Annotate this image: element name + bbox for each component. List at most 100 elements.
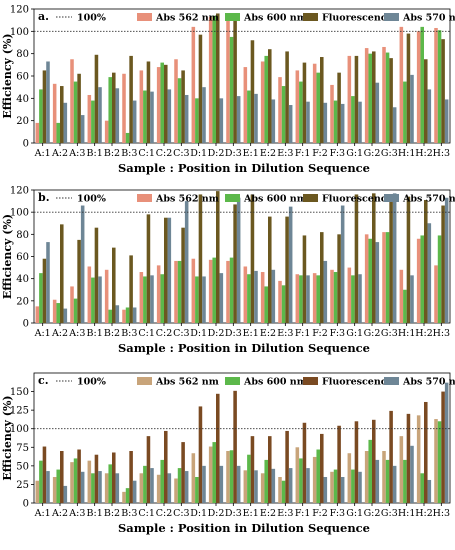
- bar-fluorescence-D1: [198, 406, 203, 503]
- bar-abs-562-nm-A2: [52, 83, 57, 143]
- bar-abs-562-nm-C3: [174, 260, 178, 323]
- bar-fluorescence-D2: [216, 191, 220, 323]
- x-tick-label: E:2: [260, 508, 276, 519]
- panel-label: a.: [38, 10, 49, 23]
- bar-abs-570-nm-D2: [219, 465, 224, 503]
- bar-abs-562-nm-A3: [70, 59, 74, 143]
- bar-fluorescence-H1: [406, 196, 411, 323]
- bar-abs-562-nm-B3: [122, 73, 126, 143]
- legend-label: Fluorescence: [322, 194, 393, 205]
- bar-abs-562-nm-B3: [122, 491, 126, 503]
- bar-abs-570-nm-H2: [427, 479, 432, 503]
- x-tick-label: G:1: [346, 508, 363, 519]
- x-tick-label: A:1: [34, 508, 51, 519]
- x-tick-label: G:2: [364, 148, 381, 159]
- bar-abs-570-nm-C2: [167, 217, 172, 323]
- x-tick-label: F:2: [312, 508, 328, 519]
- bar-abs-570-nm-G3: [392, 107, 397, 143]
- x-tick-label: C:1: [138, 148, 155, 159]
- bar-fluorescence-A3: [77, 449, 81, 503]
- bar-abs-562-nm-H3: [434, 265, 438, 323]
- bar-abs-562-nm-C1: [139, 473, 144, 503]
- x-tick-label: H:1: [398, 328, 416, 339]
- bar-fluorescence-F1: [302, 62, 307, 143]
- bar-abs-562-nm-H1: [399, 26, 404, 143]
- bar-abs-570-nm-E3: [288, 206, 293, 324]
- legend-swatch-abs-600-nm: [225, 377, 240, 385]
- y-tick-label: 60: [16, 252, 29, 263]
- bar-abs-562-nm-G2: [364, 451, 369, 503]
- bar-abs-600-nm-D2: [212, 442, 216, 503]
- bar-abs-600-nm-G2: [368, 53, 372, 143]
- bar-abs-600-nm-G1: [351, 275, 355, 323]
- x-axis-label: Sample : Position in Dilution Sequence: [118, 521, 370, 535]
- bar-fluorescence-B2: [112, 452, 116, 503]
- bar-abs-570-nm-E1: [254, 93, 258, 143]
- x-tick-label: G:1: [346, 148, 363, 159]
- bar-fluorescence-F3: [337, 425, 341, 503]
- bar-fluorescence-C2: [164, 430, 168, 503]
- bar-abs-562-nm-B1: [87, 266, 92, 323]
- x-tick-label: B:2: [104, 508, 120, 519]
- panel-label: c.: [38, 374, 49, 387]
- x-tick-label: H:2: [415, 328, 433, 339]
- x-tick-label: E:2: [260, 328, 276, 339]
- bar-abs-600-nm-H2: [420, 235, 424, 323]
- bar-abs-562-nm-C2: [156, 67, 161, 143]
- bar-abs-562-nm-E2: [260, 272, 265, 323]
- bar-abs-570-nm-G1: [358, 101, 362, 143]
- bar-abs-570-nm-D2: [219, 273, 224, 324]
- x-axis-label: Sample : Position in Dilution Sequence: [118, 341, 370, 355]
- bar-abs-562-nm-C1: [139, 272, 144, 323]
- x-tick-label: H:3: [433, 508, 451, 519]
- bar-abs-562-nm-C2: [156, 265, 161, 323]
- bar-fluorescence-H2: [424, 199, 428, 323]
- x-tick-label: E:3: [277, 328, 293, 339]
- x-tick-label: A:1: [34, 328, 51, 339]
- bar-abs-600-nm-C1: [143, 90, 147, 143]
- y-tick-label: 60: [16, 72, 29, 83]
- bar-abs-562-nm-F3: [330, 471, 334, 503]
- x-tick-label: A:2: [51, 148, 68, 159]
- bar-abs-562-nm-B3: [122, 309, 126, 323]
- bar-abs-562-nm-C3: [174, 59, 178, 143]
- x-tick-label: H:2: [415, 508, 433, 519]
- bar-fluorescence-H2: [424, 401, 428, 503]
- bar-abs-570-nm-H2: [427, 89, 432, 143]
- bar-abs-600-nm-E2: [264, 286, 268, 323]
- x-tick-label: H:3: [433, 148, 451, 159]
- bar-abs-600-nm-F3: [333, 100, 338, 143]
- x-tick-label: E:3: [277, 508, 293, 519]
- bar-abs-562-nm-D2: [208, 16, 213, 143]
- bar-abs-562-nm-D3: [226, 451, 230, 503]
- legend-swatch-abs-600-nm: [225, 13, 240, 21]
- bar-abs-562-nm-E1: [243, 67, 248, 143]
- legend-label: 100%: [77, 377, 106, 388]
- bar-fluorescence-C1: [146, 61, 151, 144]
- legend-label: Abs 570 nm: [402, 377, 455, 388]
- x-tick-label: D:1: [190, 508, 207, 519]
- bar-abs-562-nm-G1: [347, 267, 352, 323]
- legend-swatch-abs-570-nm: [384, 377, 399, 385]
- bar-abs-570-nm-H1: [410, 74, 414, 143]
- bar-abs-570-nm-H2: [427, 223, 432, 323]
- bar-fluorescence-G2: [372, 51, 376, 143]
- bar-fluorescence-G1: [354, 421, 359, 503]
- bar-abs-600-nm-B1: [91, 100, 95, 143]
- bar-abs-600-nm-C2: [160, 274, 164, 323]
- bar-abs-600-nm-G3: [385, 52, 390, 143]
- bar-abs-570-nm-F3: [340, 103, 345, 143]
- bar-abs-570-nm-E3: [288, 105, 293, 143]
- legend-swatch-abs-600-nm: [225, 194, 240, 202]
- bar-fluorescence-G3: [389, 410, 393, 503]
- x-tick-label: A:3: [68, 148, 85, 159]
- bar-fluorescence-B1: [94, 454, 99, 503]
- x-axis-label: Sample : Position in Dilution Sequence: [118, 161, 370, 175]
- bar-abs-570-nm-A2: [63, 102, 68, 143]
- bar-abs-570-nm-B1: [98, 471, 102, 503]
- bar-abs-600-nm-H1: [403, 289, 407, 323]
- bar-abs-570-nm-F2: [323, 477, 328, 503]
- x-tick-label: A:3: [68, 328, 85, 339]
- bar-abs-600-nm-G1: [351, 96, 355, 143]
